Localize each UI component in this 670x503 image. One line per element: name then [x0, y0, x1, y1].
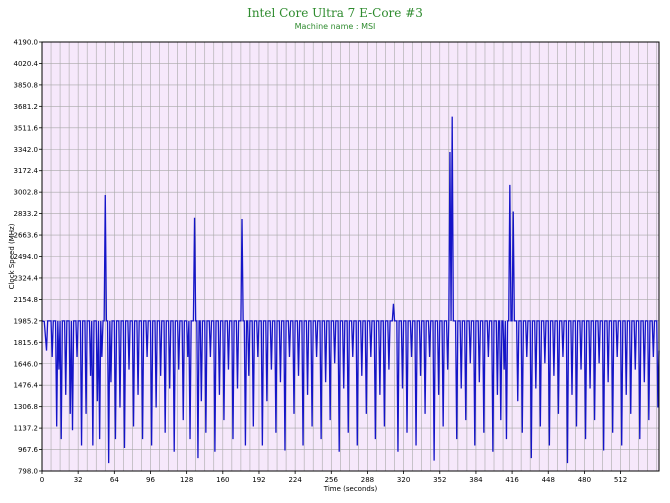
y-tick-label: 1306.8 [14, 403, 39, 411]
x-tick-label: 0 [40, 476, 44, 484]
series-line [41, 116, 660, 464]
x-tick-label: 96 [146, 476, 155, 484]
y-tick-label: 3342.0 [14, 146, 39, 154]
y-tick-label: 1646.0 [14, 360, 39, 368]
y-axis-label: Clock Speed (MHz) [8, 223, 16, 289]
y-tick-label: 2663.6 [14, 232, 39, 240]
y-tick-label: 3511.6 [14, 124, 39, 132]
y-tick-label: 1985.2 [14, 317, 39, 325]
y-tick-label: 3850.8 [14, 81, 39, 89]
plot-frame [41, 41, 660, 472]
chart-title: Intel Core Ultra 7 E-Core #3 [247, 6, 423, 20]
x-tick-label: 448 [542, 476, 555, 484]
x-tick-label: 480 [578, 476, 591, 484]
y-tick-label: 3172.4 [14, 167, 39, 175]
x-tick-label: 192 [252, 476, 265, 484]
y-tick-label: 1815.6 [14, 339, 39, 347]
x-axis-ticks: 0 32 64 96 128 160 192 224 256 288 320 352 384 416 448… [40, 471, 627, 484]
x-tick-label: 160 [216, 476, 229, 484]
y-tick-label: 967.6 [18, 446, 39, 454]
x-tick-label: 256 [325, 476, 339, 484]
chart-subtitle: Machine name : MSI [294, 22, 376, 31]
y-tick-label: 1137.2 [14, 425, 39, 433]
y-tick-label: 3681.2 [14, 103, 39, 111]
y-axis-ticks: 798.0 967.6 1137.2 1306.8 1476.4 1646.0 1815.6… [14, 39, 42, 476]
x-tick-label: 320 [397, 476, 410, 484]
x-tick-label: 352 [433, 476, 446, 484]
y-tick-label: 2494.0 [14, 253, 39, 261]
x-tick-label: 384 [469, 476, 483, 484]
y-tick-label: 2154.8 [14, 296, 39, 304]
y-tick-label: 1476.4 [14, 382, 39, 390]
y-tick-label: 798.0 [18, 468, 38, 476]
x-tick-label: 32 [74, 476, 83, 484]
x-tick-label: 224 [288, 476, 302, 484]
x-tick-label: 288 [361, 476, 374, 484]
y-tick-label: 4190.0 [14, 39, 39, 47]
x-tick-label: 416 [505, 476, 519, 484]
y-tick-label: 3002.8 [14, 189, 39, 197]
x-tick-label: 128 [180, 476, 193, 484]
y-tick-label: 4020.4 [14, 60, 39, 68]
x-tick-label: 64 [110, 476, 119, 484]
x-tick-label: 512 [614, 476, 627, 484]
y-tick-label: 2833.2 [14, 210, 39, 218]
y-tick-label: 2324.4 [14, 274, 39, 282]
x-axis-label: Time (seconds) [323, 485, 378, 493]
